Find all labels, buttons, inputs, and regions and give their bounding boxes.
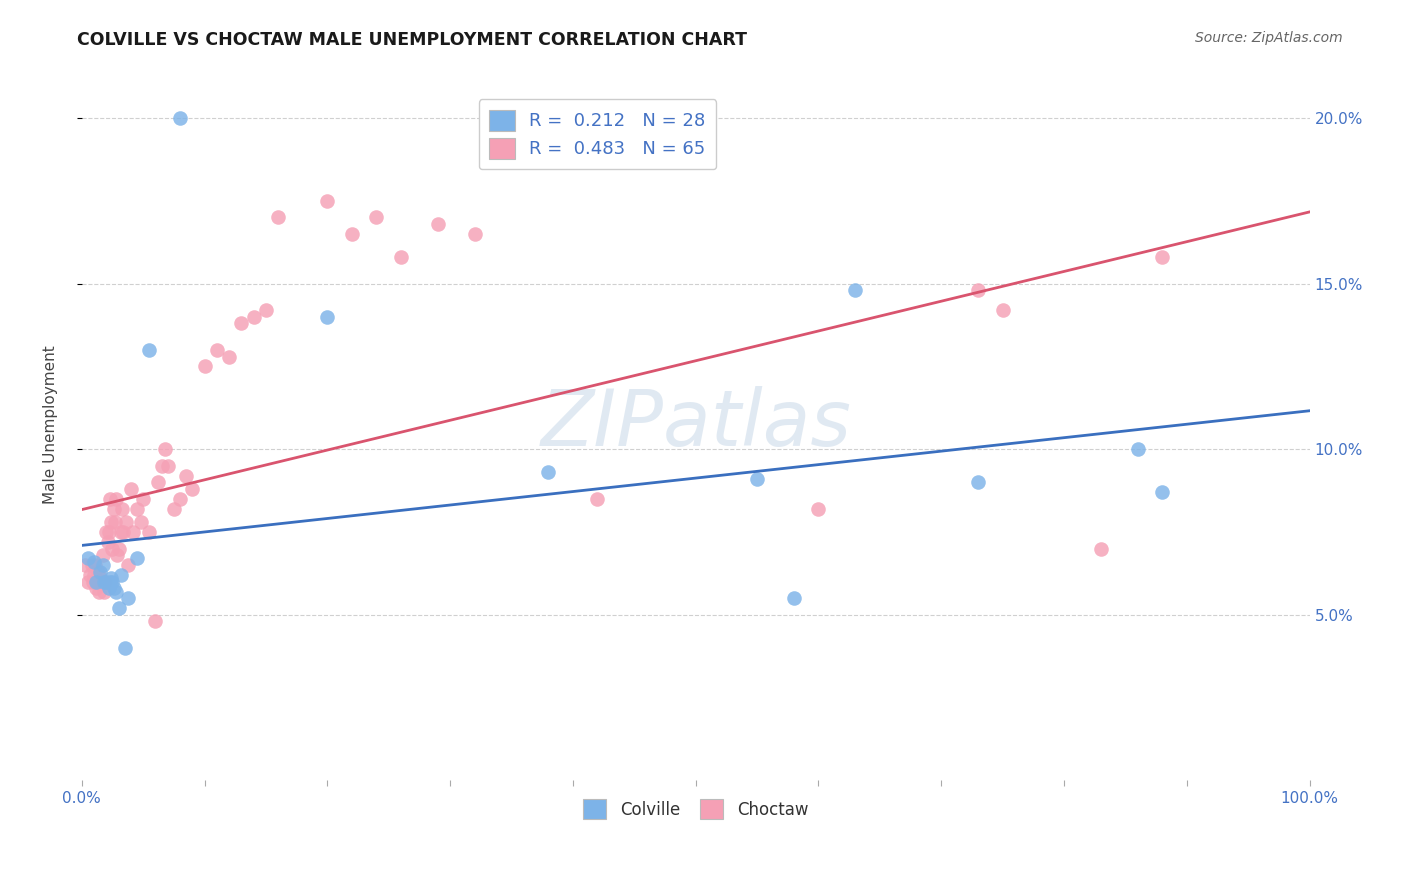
Point [98, 491, 121, 506]
Point [103, 501, 125, 516]
Point [87, 584, 110, 599]
Point [169, 491, 191, 506]
Point [94, 574, 117, 589]
Point [83, 568, 105, 582]
Point [86, 565, 108, 579]
Point [464, 227, 486, 241]
Point [254, 303, 277, 318]
Point [366, 211, 388, 225]
Point [169, 111, 191, 125]
Point [86, 574, 108, 589]
Point [105, 548, 128, 562]
Point [122, 524, 145, 539]
Point [745, 472, 768, 486]
Point [844, 283, 866, 297]
Point [82, 574, 104, 589]
Point [1152, 485, 1174, 500]
Point [1126, 442, 1149, 457]
Point [138, 524, 160, 539]
Point [156, 458, 179, 473]
Point [103, 582, 125, 596]
Point [89, 571, 111, 585]
Point [89, 565, 111, 579]
Point [132, 491, 155, 506]
Point [150, 458, 173, 473]
Text: ZIPatlas: ZIPatlas [540, 386, 851, 462]
Point [967, 475, 990, 490]
Point [96, 574, 118, 589]
Point [231, 317, 253, 331]
Point [115, 515, 138, 529]
Point [97, 524, 120, 539]
Point [76, 574, 98, 589]
Point [114, 640, 136, 655]
Point [267, 211, 290, 225]
Point [96, 535, 118, 549]
Point [117, 558, 139, 573]
Text: COLVILLE VS CHOCTAW MALE UNEMPLOYMENT CORRELATION CHART: COLVILLE VS CHOCTAW MALE UNEMPLOYMENT CO… [77, 31, 748, 49]
Point [110, 524, 132, 539]
Point [91, 548, 114, 562]
Point [129, 515, 152, 529]
Point [155, 442, 177, 457]
Point [98, 574, 121, 589]
Point [111, 501, 134, 516]
Point [181, 482, 204, 496]
Point [163, 501, 186, 516]
Point [174, 468, 197, 483]
Point [1090, 541, 1112, 556]
Point [104, 515, 127, 529]
Point [340, 227, 363, 241]
Point [138, 343, 160, 357]
Point [146, 475, 169, 490]
Point [96, 524, 118, 539]
Point [193, 359, 215, 374]
Point [242, 310, 264, 324]
Point [107, 541, 129, 556]
Point [120, 482, 142, 496]
Point [316, 310, 339, 324]
Point [389, 250, 412, 264]
Point [991, 303, 1014, 318]
Point [101, 574, 124, 589]
Point [93, 574, 115, 589]
Point [83, 555, 105, 569]
Point [783, 591, 806, 606]
Y-axis label: Male Unemployment: Male Unemployment [44, 345, 58, 504]
Point [125, 501, 148, 516]
Point [79, 568, 101, 582]
Point [107, 601, 129, 615]
Point [105, 584, 128, 599]
Legend: Colville, Choctaw: Colville, Choctaw [576, 793, 815, 825]
Point [75, 558, 97, 573]
Point [112, 524, 135, 539]
Point [86, 582, 108, 596]
Point [205, 343, 228, 357]
Point [426, 217, 449, 231]
Text: Source: ZipAtlas.com: Source: ZipAtlas.com [1195, 31, 1343, 45]
Point [100, 515, 122, 529]
Point [967, 283, 990, 297]
Point [84, 558, 107, 573]
Point [80, 558, 103, 573]
Point [218, 350, 240, 364]
Point [117, 591, 139, 606]
Point [316, 194, 339, 208]
Point [101, 541, 124, 556]
Point [100, 571, 122, 585]
Point [110, 568, 132, 582]
Point [125, 551, 148, 566]
Point [1152, 250, 1174, 264]
Point [586, 491, 609, 506]
Point [76, 551, 98, 566]
Point [90, 574, 112, 589]
Point [91, 558, 114, 573]
Point [537, 466, 560, 480]
Point [93, 584, 115, 599]
Point [145, 615, 167, 629]
Point [807, 501, 830, 516]
Point [97, 582, 120, 596]
Point [105, 491, 128, 506]
